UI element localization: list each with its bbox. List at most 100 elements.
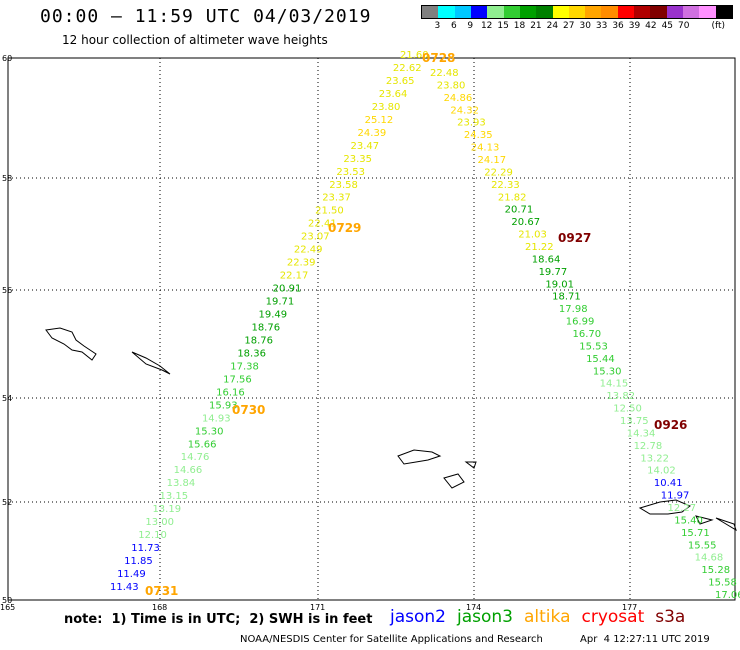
color-tick-label: 3 bbox=[434, 21, 441, 31]
legend-s3a: s3a bbox=[655, 607, 686, 627]
wave-height-value: 18.76 bbox=[251, 322, 280, 333]
legend-jason3: jason3 bbox=[457, 607, 513, 627]
color-tick-label: (ft) bbox=[711, 21, 725, 31]
wave-height-value: 23.65 bbox=[386, 76, 415, 87]
wave-height-value: 19.77 bbox=[539, 267, 568, 278]
longitude-tick-label: 165 bbox=[0, 603, 15, 612]
wave-height-value: 13.00 bbox=[145, 517, 174, 528]
wave-height-value: 11.85 bbox=[124, 556, 153, 567]
wave-height-value: 25.12 bbox=[365, 115, 394, 126]
wave-height-value: 18.76 bbox=[244, 335, 273, 346]
credit-line: NOAA/NESDIS Center for Satellite Applica… bbox=[240, 634, 543, 645]
pass-time-label: 0729 bbox=[328, 221, 361, 235]
wave-height-value: 23.58 bbox=[329, 180, 358, 191]
legend-cryosat: cryosat bbox=[581, 607, 645, 627]
wave-height-value: 23.35 bbox=[343, 154, 372, 165]
latitude-tick-label: 60 bbox=[2, 54, 12, 63]
longitude-tick-label: 171 bbox=[310, 603, 325, 612]
wave-height-value: 19.71 bbox=[266, 297, 295, 308]
wave-height-value: 17.98 bbox=[559, 304, 588, 315]
color-tick-label: 42 bbox=[645, 21, 657, 31]
wave-height-value: 22.17 bbox=[280, 271, 309, 282]
color-tick-label: 27 bbox=[563, 21, 575, 31]
color-swatch bbox=[617, 6, 635, 18]
wave-height-value: 24.13 bbox=[471, 143, 500, 154]
wave-height-value: 20.67 bbox=[511, 217, 540, 228]
color-tick-label: 33 bbox=[595, 21, 608, 31]
island-east-3 bbox=[715, 517, 737, 532]
wave-height-value: 23.53 bbox=[336, 167, 365, 178]
color-swatch bbox=[487, 6, 504, 18]
color-swatch bbox=[715, 6, 732, 18]
wave-height-value: 23.07 bbox=[301, 232, 330, 243]
color-swatch bbox=[699, 6, 716, 18]
color-swatch bbox=[438, 6, 455, 18]
wave-height-value: 12.78 bbox=[634, 441, 663, 452]
wave-height-value: 23.37 bbox=[322, 193, 351, 204]
footnote: note: 1) Time is in UTC; 2) SWH is in fe… bbox=[64, 612, 373, 627]
wave-height-value: 12.27 bbox=[668, 503, 697, 514]
color-tick-label: 39 bbox=[628, 21, 641, 31]
wave-height-value: 12.50 bbox=[613, 404, 642, 415]
wave-height-value: 19.49 bbox=[259, 310, 288, 321]
wave-height-value: 23.47 bbox=[350, 141, 379, 152]
color-swatch bbox=[552, 6, 569, 18]
wave-height-value: 23.93 bbox=[457, 118, 486, 129]
latitude-tick-label: 50 bbox=[2, 596, 12, 605]
color-tick-label: 9 bbox=[467, 21, 474, 31]
wave-height-value: 10.41 bbox=[654, 478, 683, 489]
pass-time-labels: 0728 0729 0730 0731 0927 0926 bbox=[145, 51, 687, 598]
wave-height-value: 15.44 bbox=[586, 354, 615, 365]
wave-height-value: 13.84 bbox=[167, 478, 196, 489]
color-tick-label: 18 bbox=[513, 21, 526, 31]
wave-height-value: 12.10 bbox=[138, 530, 167, 541]
wave-height-value: 15.58 bbox=[708, 578, 737, 589]
color-swatch bbox=[503, 6, 520, 18]
wave-height-value: 15.40 bbox=[674, 515, 703, 526]
wave-height-value: 21.03 bbox=[518, 230, 547, 241]
longitude-tick-label: 168 bbox=[152, 603, 167, 612]
wave-height-value: 15.66 bbox=[188, 439, 217, 450]
wave-height-value: 16.16 bbox=[216, 387, 245, 398]
color-swatch bbox=[454, 6, 471, 18]
color-tick-label: 36 bbox=[612, 21, 624, 31]
wave-height-value: 14.34 bbox=[627, 428, 656, 439]
color-tick-label: 21 bbox=[530, 21, 542, 31]
map-frame bbox=[7, 57, 736, 601]
color-scale-bar bbox=[421, 5, 733, 19]
island-east bbox=[638, 499, 691, 515]
generated-date: Apr 4 12:27:11 UTC 2019 bbox=[580, 634, 710, 645]
wave-height-labels: 21.60 22.62 23.65 23.64 23.80 25.12 24.39 23.47… bbox=[110, 50, 740, 601]
legend-altika: altika bbox=[524, 607, 571, 627]
color-tick-label: 30 bbox=[579, 21, 591, 31]
wave-height-value: 15.71 bbox=[681, 528, 710, 539]
island-center bbox=[397, 449, 442, 465]
wave-height-value: 22.49 bbox=[294, 245, 323, 256]
satellite-legend: jason2 jason3 altika cryosat s3a bbox=[390, 607, 696, 627]
island-east-2 bbox=[695, 515, 714, 525]
wave-height-value: 15.30 bbox=[195, 426, 224, 437]
wave-height-value: 14.76 bbox=[181, 452, 210, 463]
wave-height-value: 22.62 bbox=[393, 63, 422, 74]
color-swatch bbox=[585, 6, 602, 18]
color-tick-label: 6 bbox=[450, 21, 457, 31]
wave-height-value: 13.15 bbox=[160, 491, 189, 502]
color-tick-label: 12 bbox=[480, 21, 493, 31]
wave-height-value: 11.49 bbox=[117, 569, 146, 580]
wave-height-value: 14.02 bbox=[647, 466, 676, 477]
wave-height-value: 17.38 bbox=[230, 361, 259, 372]
color-swatch bbox=[536, 6, 553, 18]
wave-height-value: 16.99 bbox=[566, 317, 595, 328]
wave-height-value: 23.80 bbox=[437, 80, 466, 91]
pass-time-label: 0730 bbox=[232, 403, 265, 417]
wave-height-value: 11.73 bbox=[131, 543, 160, 554]
wave-height-value: 15.55 bbox=[688, 540, 717, 551]
latitude-tick-label: 56 bbox=[2, 286, 12, 295]
wave-height-value: 14.15 bbox=[600, 379, 629, 390]
color-swatch bbox=[634, 6, 651, 18]
wave-height-value: 13.75 bbox=[620, 416, 649, 427]
wave-height-value: 15.30 bbox=[593, 366, 622, 377]
wave-height-value: 14.93 bbox=[202, 413, 231, 424]
